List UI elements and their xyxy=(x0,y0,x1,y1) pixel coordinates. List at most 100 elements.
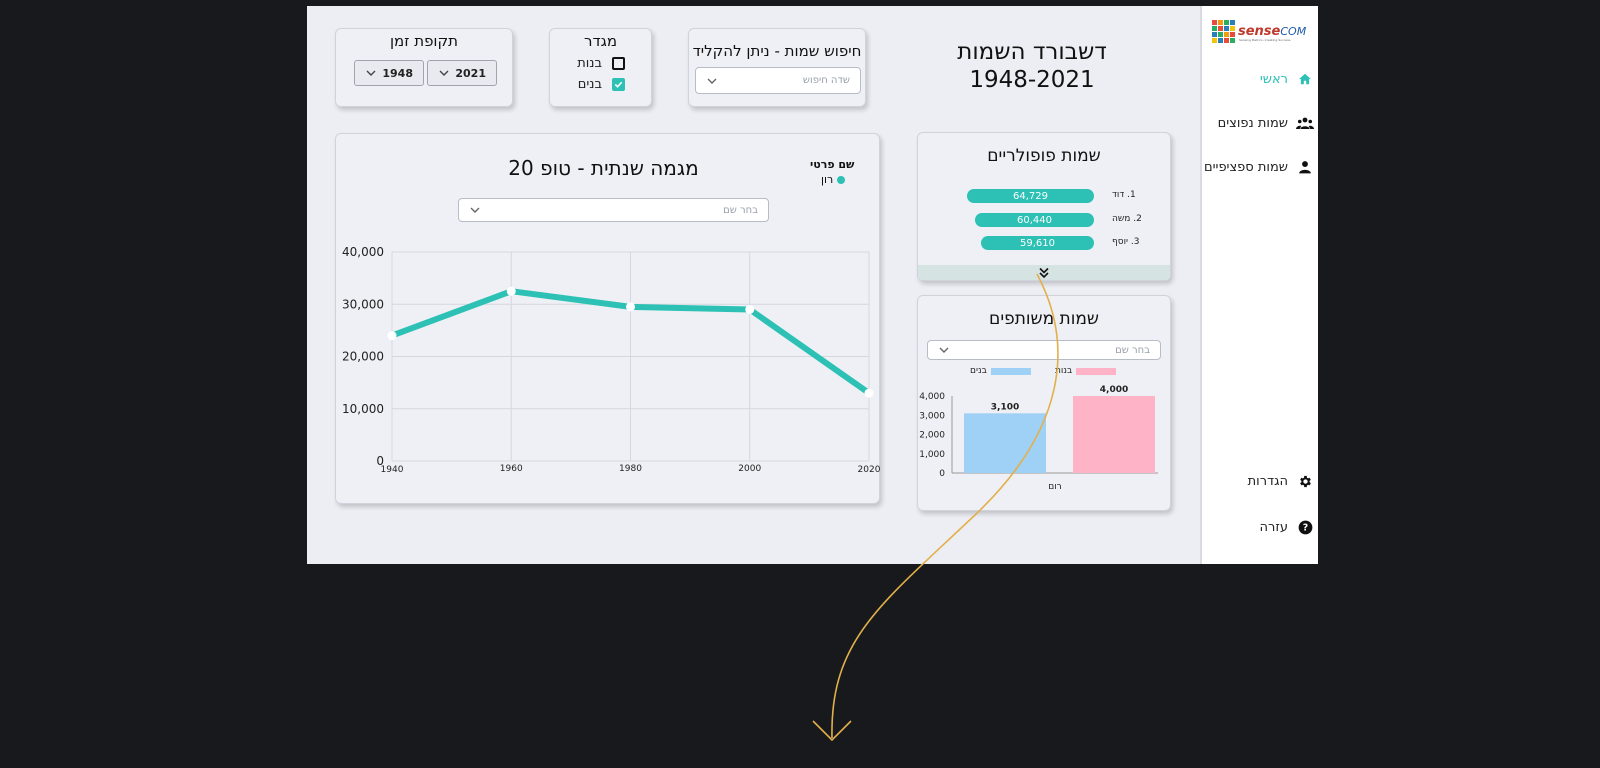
sidebar-item-help[interactable]: ? עזרה xyxy=(1260,518,1314,536)
gender-card-title: מגדר xyxy=(583,32,618,50)
shared-names-card: שמות משותפים בחר שם בנות בנים 0 1,000 2,00… xyxy=(917,295,1171,511)
popular-name-label: 1. דוד xyxy=(1112,190,1136,200)
legend-swatch xyxy=(1076,367,1117,375)
select-placeholder: בחר שם xyxy=(723,204,758,216)
logo-mark xyxy=(1212,19,1235,43)
y-tick-label: 10,000 xyxy=(342,402,384,416)
data-point xyxy=(626,302,635,312)
y-tick-label: 40,000 xyxy=(342,245,384,259)
svg-text:?: ? xyxy=(1302,522,1307,533)
logo-tagline: Sensing Metrics, Creating Success xyxy=(1239,38,1291,42)
year-from-value: 1948 xyxy=(382,66,413,80)
trend-name-select[interactable]: בחר שם xyxy=(458,198,769,222)
data-point xyxy=(506,286,516,296)
x-tick-label: 2000 xyxy=(738,464,761,474)
trend-line-chart: 0 10,000 20,000 30,000 40,000 1940 1960 1980 200… xyxy=(342,245,881,475)
boys-checkbox[interactable] xyxy=(612,78,625,91)
y-tick-label: 2,000 xyxy=(919,431,945,441)
list-item[interactable]: 59,610 3. יוסף xyxy=(918,236,1168,252)
bar-value-label: 3,100 xyxy=(991,402,1019,412)
period-card-title: תקופת זמן xyxy=(389,32,459,50)
expand-button[interactable] xyxy=(918,265,1170,280)
sidebar-item-specific-names[interactable]: שמות ספציפיים xyxy=(1204,158,1314,176)
chevron-down-icon xyxy=(707,78,717,84)
chevron-down-icon xyxy=(939,347,949,353)
list-item[interactable]: 60,440 2. משה xyxy=(918,213,1168,229)
sidebar-item-home[interactable]: ראשי xyxy=(1260,70,1314,88)
shared-names-title: שמות משותפים xyxy=(989,309,1099,329)
popular-bar: 60,440 xyxy=(975,213,1094,227)
sidebar-item-settings[interactable]: הגדרות xyxy=(1248,472,1314,490)
sidebar-item-label: שמות נפוצים xyxy=(1217,115,1288,131)
bar-boys xyxy=(964,413,1046,473)
y-tick-label: 0 xyxy=(376,454,384,468)
chevron-down-icon xyxy=(470,207,480,213)
popular-name-label: 2. משה xyxy=(1112,214,1142,224)
search-placeholder: שדה חיפוש xyxy=(802,75,850,86)
bar-value-label: 4,000 xyxy=(1100,385,1128,395)
popular-name-label: 3. יוסף xyxy=(1112,237,1140,247)
sidebar-item-label: ראשי xyxy=(1259,71,1288,87)
x-category-label: רום xyxy=(1048,482,1062,492)
search-card-title: חיפוש שמות - ניתן להקליד xyxy=(692,42,862,60)
shared-names-bar-chart: 0 1,000 2,000 3,000 4,000 3,100 4,000 רום xyxy=(919,385,1158,492)
popular-names-title: שמות פופולריים xyxy=(987,146,1101,166)
data-point xyxy=(745,304,755,314)
y-tick-label: 0 xyxy=(939,469,945,479)
popular-names-card: שמות פופולריים 64,729 1. דוד 60,440 2. מ… xyxy=(917,132,1171,281)
bar-girls xyxy=(1073,396,1155,473)
popular-bar: 64,729 xyxy=(967,189,1094,203)
search-card: חיפוש שמות - ניתן להקליד שדה חיפוש xyxy=(688,28,866,107)
y-tick-label: 30,000 xyxy=(342,297,384,311)
help-icon: ? xyxy=(1296,518,1314,536)
sidebar-item-common-names[interactable]: שמות נפוצים xyxy=(1218,114,1314,132)
home-icon xyxy=(1296,70,1314,88)
year-to-select[interactable]: 2021 xyxy=(427,60,497,86)
trend-card: מגמה שנתית - טופ 20 שם פרטי רון בחר שם 0… xyxy=(335,133,881,504)
gender-option-boys[interactable]: בנים xyxy=(578,77,625,92)
person-icon xyxy=(1296,158,1314,176)
main-area: דשבורד השמות 1948-2021 חיפוש שמות - ניתן… xyxy=(307,6,1200,564)
sidebar-item-label: הגדרות xyxy=(1247,473,1288,489)
y-tick-label: 20,000 xyxy=(342,350,384,364)
search-input[interactable]: שדה חיפוש xyxy=(695,67,861,94)
legend-boys: בנים xyxy=(970,366,1031,376)
check-icon xyxy=(614,81,623,88)
x-tick-label: 1940 xyxy=(381,465,404,475)
girls-checkbox[interactable] xyxy=(612,57,625,70)
legend-label: בנות xyxy=(1055,366,1073,376)
sidebar: senseCOM Sensing Metrics, Creating Succe… xyxy=(1200,6,1318,564)
legend-item-ron[interactable]: רון xyxy=(821,173,846,186)
list-item[interactable]: 64,729 1. דוד xyxy=(918,189,1168,205)
shared-name-select[interactable]: בחר שם xyxy=(927,340,1161,360)
legend-dot xyxy=(837,175,846,184)
data-point xyxy=(864,388,874,398)
popular-bar: 59,610 xyxy=(981,236,1094,250)
girls-label: בנות xyxy=(577,56,602,71)
page-title-line1: דשבורד השמות xyxy=(957,39,1107,65)
gender-card: מגדר בנות בנים xyxy=(549,28,652,107)
y-tick-label: 3,000 xyxy=(919,411,945,421)
period-card: תקופת זמן 2021 1948 xyxy=(335,28,513,107)
x-tick-label: 2020 xyxy=(858,465,881,475)
legend-label: בנים xyxy=(970,366,987,376)
gear-icon xyxy=(1296,472,1314,490)
data-point xyxy=(387,331,397,341)
chevron-down-icon xyxy=(366,70,376,76)
legend-label: רון xyxy=(821,173,834,186)
trend-title: מגמה שנתית - טופ 20 xyxy=(508,156,699,180)
sidebar-item-label: שמות ספציפיים xyxy=(1204,159,1288,175)
x-tick-label: 1960 xyxy=(500,464,523,474)
logo-wordmark: senseCOM xyxy=(1238,23,1307,39)
year-to-value: 2021 xyxy=(455,66,486,80)
double-chevron-down-icon xyxy=(1039,267,1049,278)
legend-swatch xyxy=(990,367,1031,375)
year-from-select[interactable]: 1948 xyxy=(354,60,424,86)
legend-girls: בנות xyxy=(1055,366,1117,376)
dashboard-app: senseCOM Sensing Metrics, Creating Succe… xyxy=(307,6,1318,564)
gender-option-girls[interactable]: בנות xyxy=(577,56,625,71)
chevron-down-icon xyxy=(439,70,449,76)
sensecom-logo[interactable]: senseCOM Sensing Metrics, Creating Succe… xyxy=(1212,18,1308,44)
y-tick-label: 4,000 xyxy=(919,392,945,402)
sidebar-item-label: עזרה xyxy=(1259,519,1288,535)
